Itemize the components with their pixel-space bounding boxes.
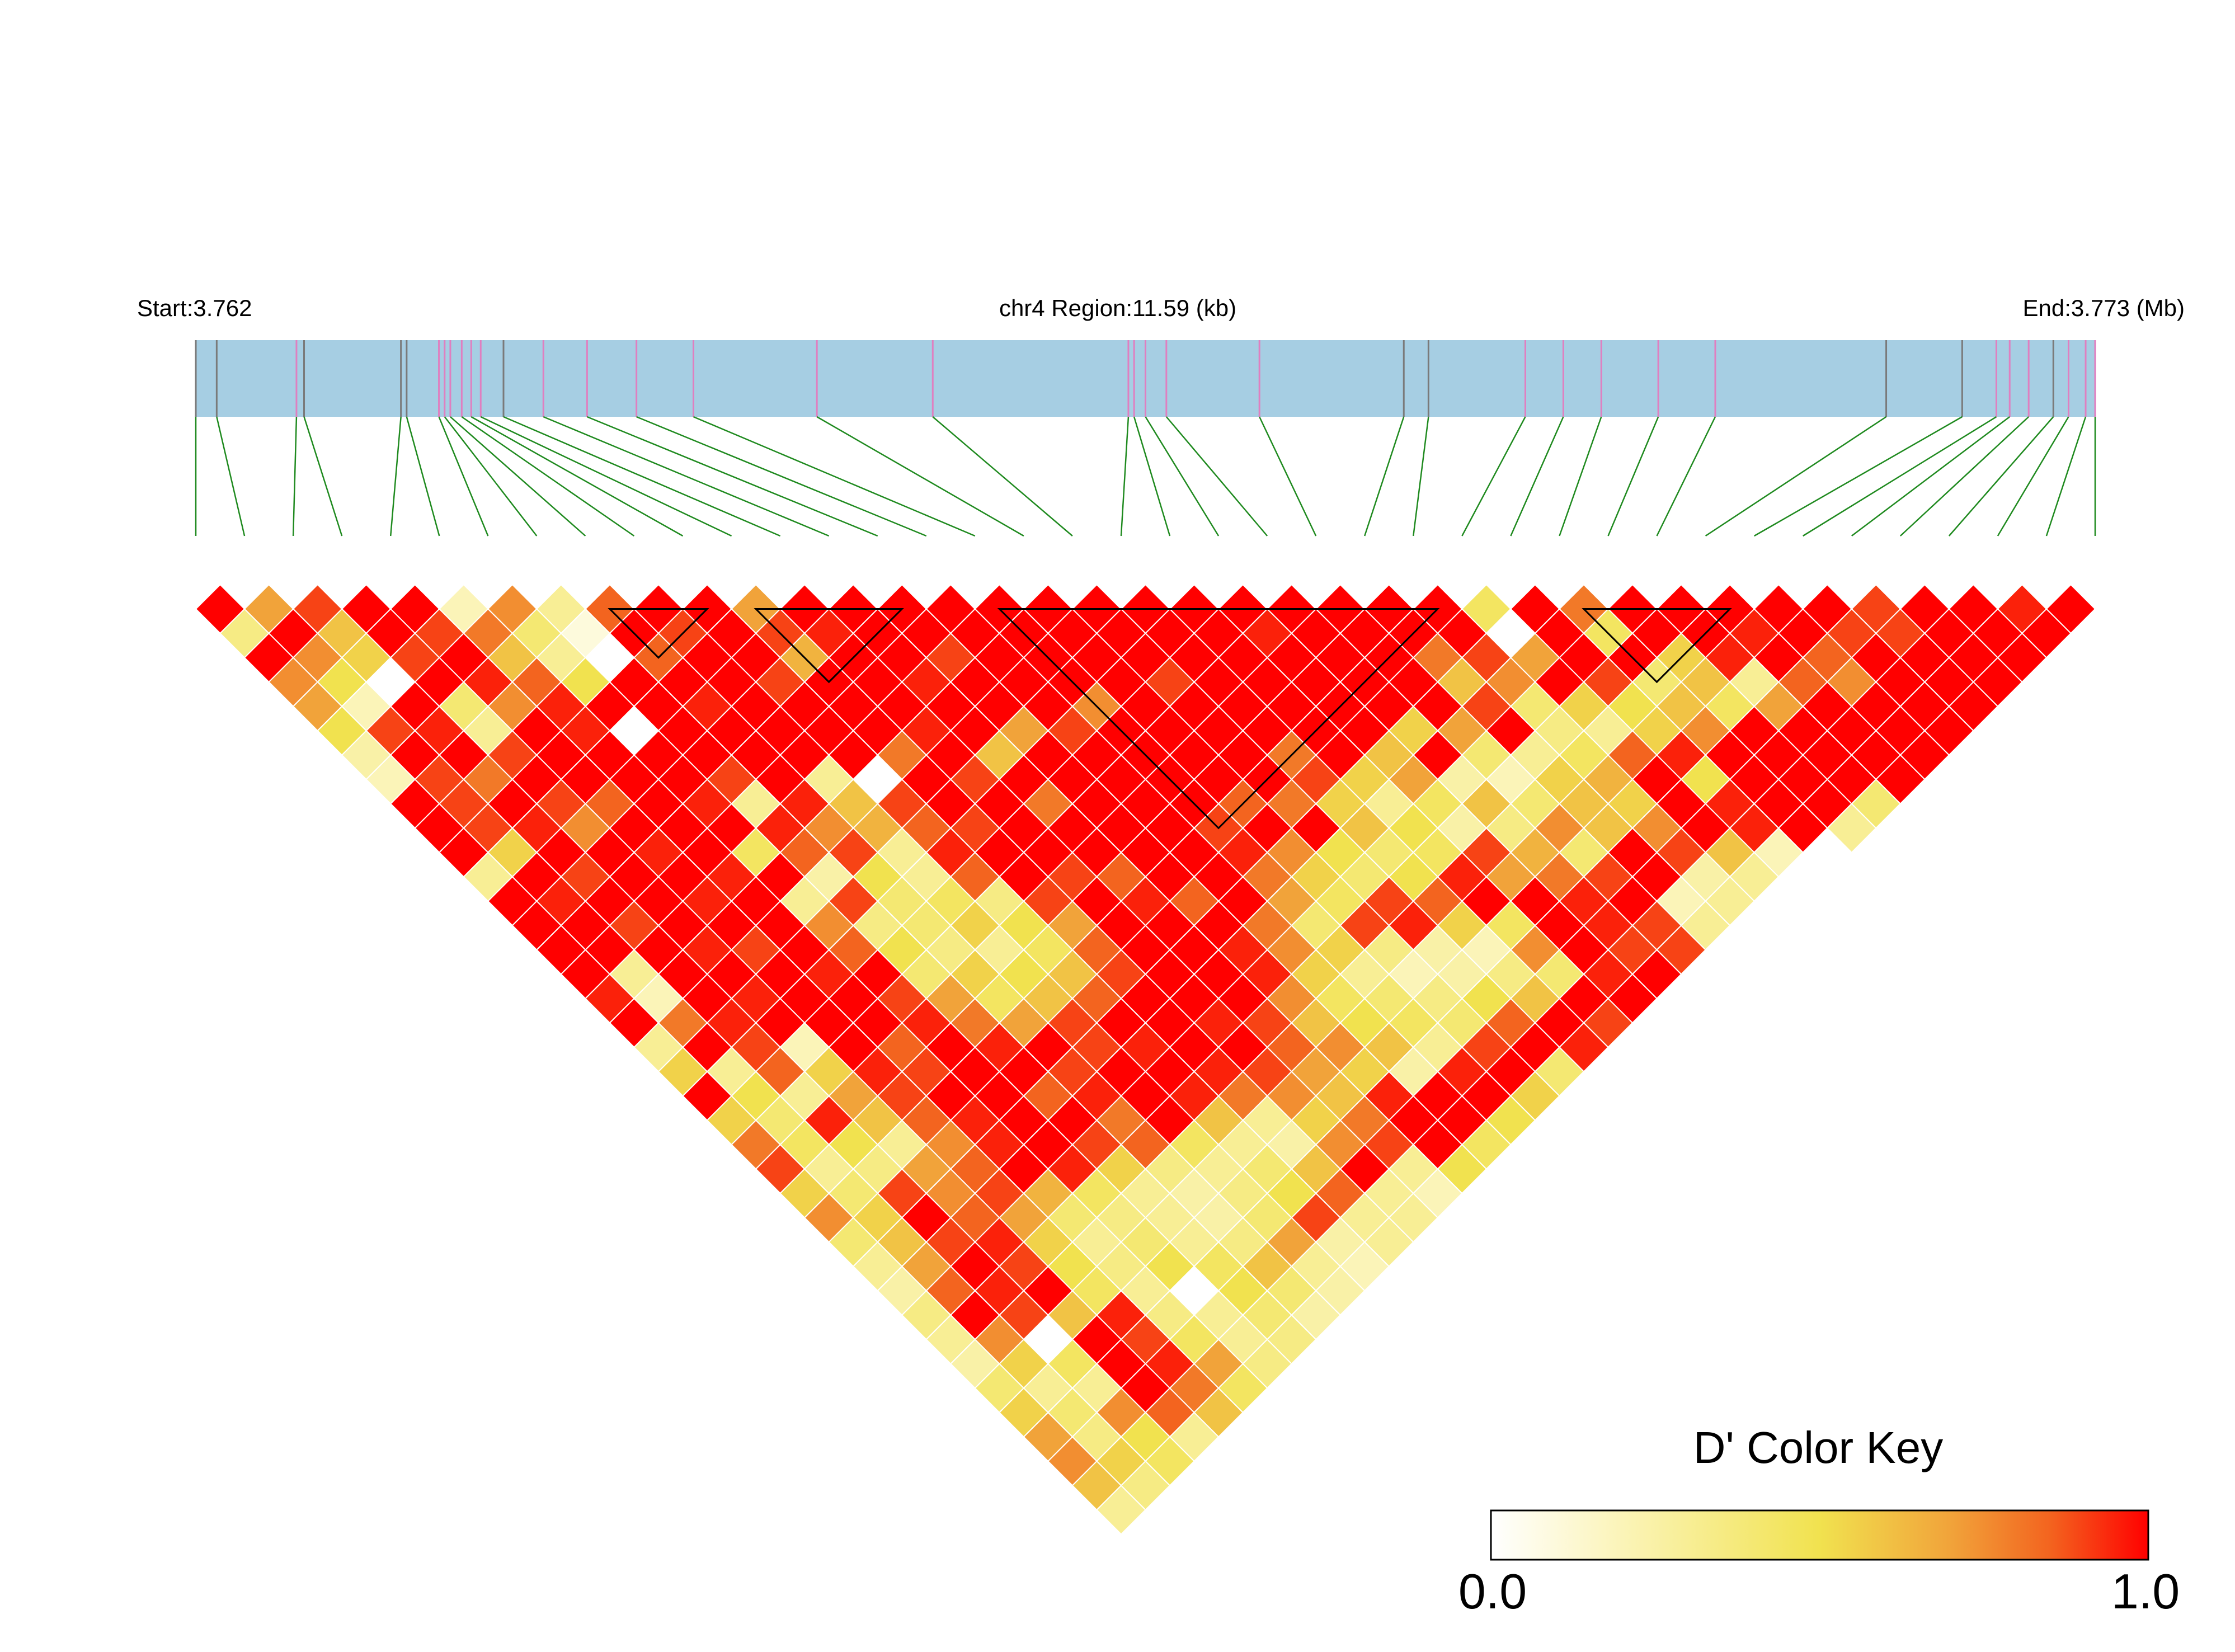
snp-connector [932, 416, 1073, 536]
snp-connector [2045, 416, 2087, 536]
snp-connector [406, 416, 440, 536]
snp-connector-lines [195, 416, 2096, 537]
snp-connector [1165, 416, 1268, 536]
snp-connector [1133, 416, 1171, 536]
ld-block-outline [997, 608, 1440, 830]
ld-block-outline [754, 608, 904, 684]
snp-connector [470, 416, 684, 537]
color-key: D' Color Key 0.0 1.0 [1458, 1423, 2180, 1619]
snp-connector [586, 416, 878, 537]
snp-connector [1851, 416, 2010, 536]
snp-connector [1997, 416, 2069, 536]
ld-block-outline [1582, 608, 1732, 684]
ld-cell [1096, 1485, 1146, 1535]
end-position-label: End:3.773 (Mb) [2023, 295, 2185, 321]
snp-connector [1754, 416, 1963, 537]
snp-connector [1559, 416, 1602, 536]
color-key-title: D' Color Key [1693, 1423, 1944, 1472]
snp-connector [292, 416, 298, 536]
snp-connector [1413, 416, 1429, 536]
snp-connector [450, 416, 586, 536]
snp-connector [693, 416, 976, 537]
snp-connector [1259, 416, 1317, 536]
color-key-min-label: 0.0 [1458, 1564, 1527, 1619]
snp-connector [1364, 416, 1405, 536]
region-label: chr4 Region:11.59 (kb) [999, 295, 1236, 321]
snp-connector [503, 416, 781, 537]
ld-heatmap [195, 583, 2096, 1535]
snp-connector [1948, 416, 2054, 536]
snp-connector [636, 416, 927, 537]
color-key-max-label: 1.0 [2111, 1564, 2180, 1619]
snp-connector [389, 416, 402, 536]
snp-connector [1607, 416, 1659, 536]
ld-cell [1826, 803, 1877, 854]
snp-connector [1803, 416, 1997, 537]
snp-connector [1510, 416, 1564, 536]
snp-connector [543, 416, 830, 537]
snp-connector [444, 416, 538, 536]
snp-connector [216, 416, 246, 536]
snp-connector [438, 416, 489, 536]
snp-connector [480, 416, 732, 537]
snp-connector [1899, 416, 2030, 536]
ld-block-outline [608, 608, 709, 659]
snp-connector [816, 416, 1024, 537]
snp-connector [303, 416, 343, 536]
snp-connector [1120, 416, 1130, 536]
start-position-label: Start:3.762 [137, 295, 252, 321]
snp-connector [1461, 416, 1526, 536]
snp-connector [1656, 416, 1716, 536]
haplotype-block-outlines [608, 608, 1732, 830]
snp-connector [1705, 416, 1887, 537]
genomic-track [195, 340, 2096, 417]
snp-connector [1145, 416, 1220, 536]
snp-connector [461, 416, 635, 537]
color-key-bar [1490, 1509, 2149, 1561]
